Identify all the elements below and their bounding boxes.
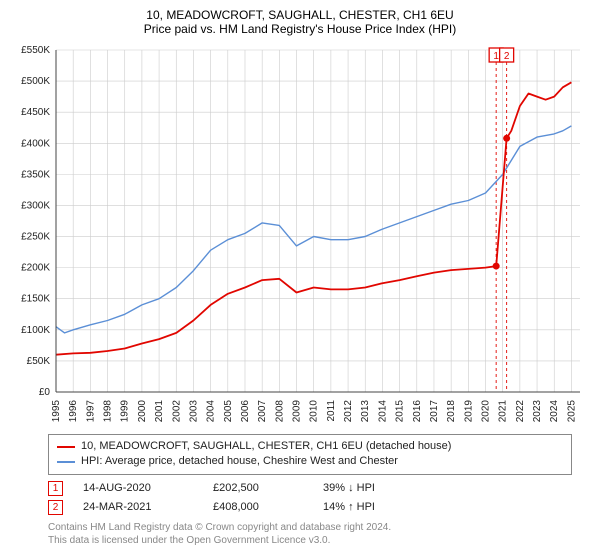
svg-text:2017: 2017 bbox=[429, 400, 440, 423]
svg-text:2009: 2009 bbox=[292, 400, 303, 423]
svg-text:2010: 2010 bbox=[309, 400, 320, 423]
event-delta-2: 14% ↑ HPI bbox=[323, 501, 433, 513]
svg-text:2005: 2005 bbox=[223, 400, 234, 423]
svg-text:£50K: £50K bbox=[27, 356, 51, 367]
svg-text:1995: 1995 bbox=[51, 400, 62, 423]
svg-text:2015: 2015 bbox=[395, 400, 406, 423]
legend-label-hpi: HPI: Average price, detached house, Ches… bbox=[81, 454, 398, 469]
svg-text:1999: 1999 bbox=[120, 400, 131, 423]
svg-text:1998: 1998 bbox=[103, 400, 114, 423]
event-price-2: £408,000 bbox=[213, 501, 303, 513]
svg-text:1: 1 bbox=[493, 51, 499, 62]
svg-text:2008: 2008 bbox=[274, 400, 285, 423]
svg-text:2021: 2021 bbox=[498, 400, 509, 423]
legend-box: 10, MEADOWCROFT, SAUGHALL, CHESTER, CH1 … bbox=[48, 434, 572, 475]
svg-text:£550K: £550K bbox=[21, 45, 50, 56]
event-date-2: 24-MAR-2021 bbox=[83, 501, 193, 513]
svg-text:2006: 2006 bbox=[240, 400, 251, 423]
svg-text:2019: 2019 bbox=[463, 400, 474, 423]
svg-text:£200K: £200K bbox=[21, 263, 50, 274]
svg-text:£350K: £350K bbox=[21, 169, 50, 180]
svg-text:2000: 2000 bbox=[137, 400, 148, 423]
svg-text:£300K: £300K bbox=[21, 200, 50, 211]
svg-text:£150K: £150K bbox=[21, 294, 50, 305]
svg-text:2025: 2025 bbox=[566, 400, 577, 423]
svg-text:2014: 2014 bbox=[377, 400, 388, 423]
event-row-1: 1 14-AUG-2020 £202,500 39% ↓ HPI bbox=[48, 481, 572, 496]
svg-text:2002: 2002 bbox=[171, 400, 182, 423]
svg-text:£0: £0 bbox=[39, 387, 51, 398]
title-line-2: Price paid vs. HM Land Registry's House … bbox=[8, 22, 592, 36]
legend-label-property: 10, MEADOWCROFT, SAUGHALL, CHESTER, CH1 … bbox=[81, 439, 451, 454]
event-marker-1: 1 bbox=[48, 481, 63, 496]
event-row-2: 2 24-MAR-2021 £408,000 14% ↑ HPI bbox=[48, 500, 572, 515]
legend-swatch-property bbox=[57, 446, 75, 448]
legend-item-property: 10, MEADOWCROFT, SAUGHALL, CHESTER, CH1 … bbox=[57, 439, 563, 454]
event-price-1: £202,500 bbox=[213, 482, 303, 494]
svg-text:£450K: £450K bbox=[21, 107, 50, 118]
footer-line-1: Contains HM Land Registry data © Crown c… bbox=[48, 521, 572, 534]
svg-text:2011: 2011 bbox=[326, 400, 337, 422]
svg-text:£100K: £100K bbox=[21, 325, 50, 336]
svg-text:2024: 2024 bbox=[549, 400, 560, 423]
svg-text:2004: 2004 bbox=[206, 400, 217, 423]
svg-text:1997: 1997 bbox=[85, 400, 96, 423]
svg-text:2018: 2018 bbox=[446, 400, 457, 423]
legend-swatch-hpi bbox=[57, 461, 75, 463]
chart-title-block: 10, MEADOWCROFT, SAUGHALL, CHESTER, CH1 … bbox=[8, 8, 592, 36]
svg-text:1996: 1996 bbox=[68, 400, 79, 423]
chart-area: £0 £50K £100K £150K £200K £250K £300K £350K £400… bbox=[8, 40, 592, 430]
svg-text:2012: 2012 bbox=[343, 400, 354, 423]
svg-text:2013: 2013 bbox=[360, 400, 371, 423]
svg-text:£400K: £400K bbox=[21, 138, 50, 149]
svg-text:2001: 2001 bbox=[154, 400, 165, 423]
svg-text:2023: 2023 bbox=[532, 400, 543, 423]
svg-text:2022: 2022 bbox=[515, 400, 526, 423]
svg-text:2020: 2020 bbox=[481, 400, 492, 423]
svg-text:£500K: £500K bbox=[21, 76, 50, 87]
title-line-1: 10, MEADOWCROFT, SAUGHALL, CHESTER, CH1 … bbox=[8, 8, 592, 22]
svg-text:2007: 2007 bbox=[257, 400, 268, 423]
svg-text:2016: 2016 bbox=[412, 400, 423, 423]
svg-text:2003: 2003 bbox=[188, 400, 199, 423]
legend-item-hpi: HPI: Average price, detached house, Ches… bbox=[57, 454, 563, 469]
svg-text:£250K: £250K bbox=[21, 232, 50, 243]
svg-text:2: 2 bbox=[504, 51, 510, 62]
line-chart-svg: £0 £50K £100K £150K £200K £250K £300K £350K £400… bbox=[8, 40, 592, 430]
footer-line-2: This data is licensed under the Open Gov… bbox=[48, 534, 572, 547]
event-delta-1: 39% ↓ HPI bbox=[323, 482, 433, 494]
event-marker-2: 2 bbox=[48, 500, 63, 515]
events-list: 1 14-AUG-2020 £202,500 39% ↓ HPI 2 24-MA… bbox=[48, 481, 572, 515]
footer-attribution: Contains HM Land Registry data © Crown c… bbox=[48, 521, 572, 547]
event-date-1: 14-AUG-2020 bbox=[83, 482, 193, 494]
